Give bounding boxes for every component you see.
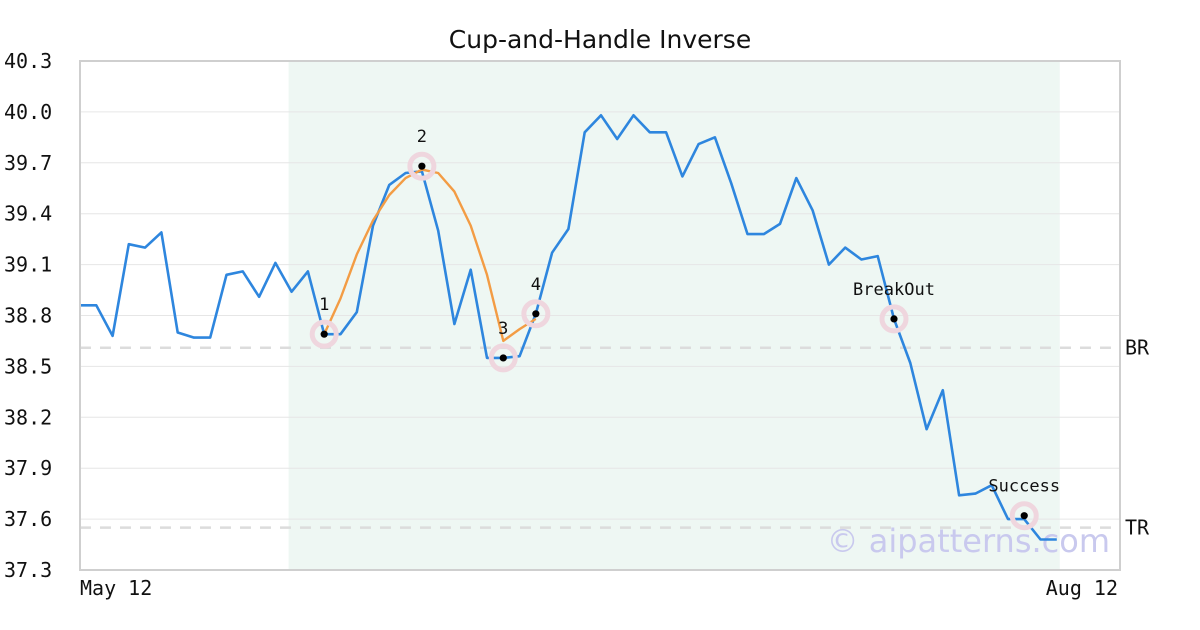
point-dot (890, 315, 898, 323)
point-label: BreakOut (853, 280, 935, 300)
x-tick-label: Aug 12 (1046, 576, 1118, 600)
pattern-point: BreakOut (853, 280, 935, 334)
y-axis: 37.3 37.6 37.9 38.2 38.5 38.8 39.1 39.4 39.7 40.0… (4, 49, 52, 582)
point-label: 1 (319, 295, 329, 315)
pattern-point: 4 (521, 275, 551, 329)
level-lines: BR TR (80, 336, 1150, 540)
pattern-points: 1 2 3 4 BreakOut Success (309, 127, 1060, 531)
level-label: BR (1125, 336, 1150, 360)
x-axis: May 12 Aug 12 (80, 576, 1118, 600)
pattern-point: Success (988, 477, 1060, 531)
y-tick-label: 37.9 (4, 456, 52, 480)
point-label: 3 (498, 319, 508, 339)
y-tick-label: 37.6 (4, 507, 52, 531)
point-dot (499, 354, 507, 362)
point-halo (879, 304, 909, 334)
point-halo (309, 319, 339, 349)
point-halo (407, 151, 437, 181)
point-halo (488, 343, 518, 373)
y-tick-label: 37.3 (4, 558, 52, 582)
point-dot (320, 330, 328, 338)
chart-title: Cup-and-Handle Inverse (449, 25, 751, 54)
y-tick-label: 38.8 (4, 304, 52, 328)
level-label: TR (1125, 516, 1150, 540)
y-tick-label: 38.2 (4, 405, 52, 429)
point-halo (521, 299, 551, 329)
point-halo (1009, 501, 1039, 531)
point-dot (1020, 512, 1028, 520)
point-label: 2 (417, 127, 427, 147)
point-label: 4 (531, 275, 541, 295)
watermark: © aipatterns.com (827, 522, 1110, 560)
x-tick-label: May 12 (80, 576, 152, 600)
point-dot (418, 162, 426, 170)
pattern-point: 1 (309, 295, 339, 349)
y-tick-label: 38.5 (4, 354, 52, 378)
plot-frame (79, 60, 1121, 571)
y-tick-label: 39.7 (4, 151, 52, 175)
y-tick-label: 40.0 (4, 100, 52, 124)
y-tick-label: 39.1 (4, 253, 52, 277)
y-tick-label: 39.4 (4, 202, 52, 226)
pattern-point: 3 (488, 319, 518, 373)
pattern-point: 2 (407, 127, 437, 181)
y-tick-label: 40.3 (4, 49, 52, 73)
point-label: Success (988, 477, 1060, 497)
point-dot (532, 310, 540, 318)
